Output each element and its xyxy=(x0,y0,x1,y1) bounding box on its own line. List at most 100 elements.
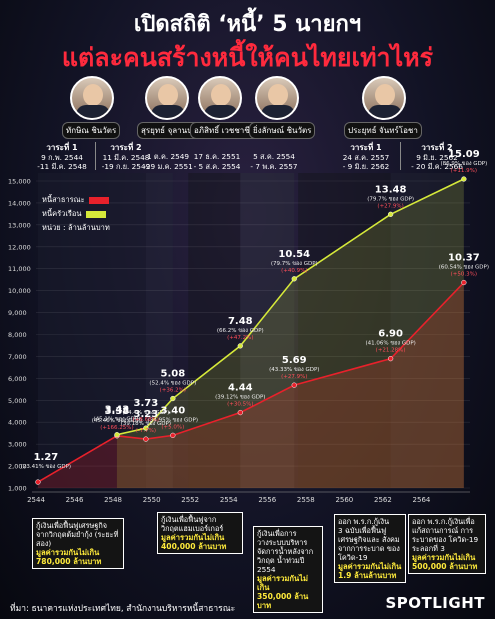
data-label-value: 10.54 xyxy=(278,249,310,260)
portrait-prayut xyxy=(362,76,406,120)
pm-name-abhisit: อภิสิทธิ์ เวชชาชีวะ xyxy=(190,122,263,139)
source-footer: ที่มา: ธนาคารแห่งประเทศไทย, สำนักงานบริห… xyxy=(10,604,236,614)
data-label-change: (-7.7%) xyxy=(136,428,156,434)
data-label-value: 1.27 xyxy=(34,452,59,463)
y-tick-label: 3,000 xyxy=(8,441,27,449)
y-tick-label: 1,000 xyxy=(8,485,27,493)
x-tick-label: 2550 xyxy=(143,496,161,504)
household-debt-point xyxy=(237,343,243,349)
data-label-change: (+27.9%) xyxy=(281,374,307,380)
pm-name-yingluck: ยิ่งลักษณ์ ชินวัตร xyxy=(249,122,316,139)
data-label-change: (+166.25%) xyxy=(100,425,133,431)
y-tick-label: 5,000 xyxy=(8,397,27,405)
data-label-change: (+36.2%) xyxy=(160,388,186,394)
period-abhisit: 17 ธ.ค. 2551- 5 ส.ค. 2554 xyxy=(193,152,241,171)
data-label-gdp: (86.9% ของ GDP) xyxy=(440,161,487,167)
portrait-abhisit xyxy=(198,76,242,120)
title-line-2: แต่ละคนสร้างหนี้ให้คนไทยเท่าไหร่ xyxy=(61,43,434,72)
data-label-value: 6.90 xyxy=(378,329,403,340)
note-loan-2552: กู้เงินเพื่อฟื้นฟูจาก วิกฤตแฮมเบอร์เกอร์ … xyxy=(157,512,243,554)
pm-name-prayut: ประยุทธ์ จันทร์โอชา xyxy=(344,122,422,139)
public-debt-point xyxy=(461,279,467,286)
data-label-gdp: (34.95% ของ GDP) xyxy=(148,417,198,423)
public-debt-point xyxy=(143,436,149,442)
y-tick-label: 13,000 xyxy=(8,221,31,229)
note-loan-2544: กู้เงินเพื่อฟื้นฟูเศรษฐกิจ จากวิกฤตต้มยำก… xyxy=(32,518,124,569)
data-label-gdp: (39.12% ของ GDP) xyxy=(215,395,265,401)
y-tick-label: 11,000 xyxy=(8,265,31,273)
x-tick-label: 2560 xyxy=(335,496,353,504)
public-debt-point xyxy=(35,479,41,485)
legend-public-debt: หนี้สาธารณะ xyxy=(42,194,109,206)
term-band xyxy=(240,173,295,488)
period-divider xyxy=(95,142,96,170)
period-thaksin-2: วาระที่ 2 11 มี.ค. 2548 -19 ก.ย. 2549 xyxy=(101,143,151,171)
data-label-gdp: (52.4% ของ GDP) xyxy=(149,381,196,387)
data-label-change: (+47.2%) xyxy=(227,335,253,341)
note-loan-2555: กู้เงินเพื่อการ วางระบบบริหาร จัดการน้ำหล… xyxy=(253,526,323,613)
data-label-value: 3.73 xyxy=(134,398,159,409)
data-label-change: (+40.9%) xyxy=(281,268,307,274)
legend-household-debt: หนี้ครัวเรือน xyxy=(42,208,106,220)
x-tick-label: 2552 xyxy=(181,496,199,504)
data-label-value: 15.09 xyxy=(448,149,480,160)
x-tick-label: 2562 xyxy=(374,496,392,504)
x-tick-label: 2544 xyxy=(27,496,45,504)
public-debt-point xyxy=(170,432,176,439)
data-label-gdp: (43.33% ของ GDP) xyxy=(269,367,319,373)
y-tick-label: 14,000 xyxy=(8,199,31,207)
x-tick-label: 2556 xyxy=(258,496,276,504)
data-label-value: 4.44 xyxy=(228,383,253,394)
data-label-value: 10.37 xyxy=(448,253,480,264)
data-label-gdp: (60.54% ของ GDP) xyxy=(439,265,489,271)
data-label-change: (+27.9%) xyxy=(377,203,403,209)
portrait-yingluck xyxy=(255,76,299,120)
household-debt-point xyxy=(461,176,467,182)
public-debt-point xyxy=(387,355,394,362)
data-label-gdp: (44.4% ของ GDP) xyxy=(122,410,169,416)
legend-unit: หน่วย : ล้านล้านบาท xyxy=(42,223,110,232)
data-label-gdp: (39.18% ของ GDP) xyxy=(121,421,171,427)
data-label-gdp: (66.2% ของ GDP) xyxy=(217,328,264,334)
y-tick-label: 12,000 xyxy=(8,243,31,251)
legend-swatch-red xyxy=(88,196,109,204)
term-band xyxy=(390,173,464,488)
y-tick-label: 8,000 xyxy=(8,331,27,339)
data-label-value: 3.43 xyxy=(105,405,130,416)
pm-name-surayud: สุรยุทธ์ จุลานนท์ xyxy=(137,122,202,139)
data-label-value: 5.69 xyxy=(282,355,307,366)
period-surayud: 1 ต.ค. 2549 -29 ม.ค. 2551 xyxy=(143,152,193,171)
pm-name-thaksin: ทักษิณ ชินวัตร xyxy=(62,122,121,139)
data-label-value: 3.40 xyxy=(160,405,185,416)
data-label-gdp: (41.06% ของ GDP) xyxy=(365,341,415,347)
y-tick-label: 6,000 xyxy=(8,375,27,383)
household-debt-area xyxy=(116,179,464,488)
data-label-value: 7.48 xyxy=(228,316,253,327)
household-debt-point xyxy=(387,211,394,217)
data-label-value: 3.23 xyxy=(134,409,159,420)
data-label-change: (+21.28%) xyxy=(376,348,406,354)
portrait-surayud xyxy=(145,76,189,120)
public-debt-line xyxy=(37,281,465,483)
x-tick-label: 2554 xyxy=(220,496,238,504)
brand-logo: SPOTLIGHT xyxy=(385,594,485,612)
data-label-change: (+11.9%) xyxy=(451,168,477,174)
x-tick-label: 2558 xyxy=(297,496,315,504)
data-label-gdp: (79.7% ของ GDP) xyxy=(271,261,318,267)
data-label-gdp: (23.41% ของ GDP) xyxy=(21,464,71,470)
x-tick-label: 2546 xyxy=(66,496,84,504)
y-tick-label: 9,000 xyxy=(8,309,27,317)
x-tick-label: 2564 xyxy=(413,496,431,504)
term-band xyxy=(188,173,241,488)
data-label-gdp: (45.1% ของ GDP) xyxy=(94,417,141,423)
y-tick-label: 15,000 xyxy=(8,178,31,186)
title-line-1: เปิดสถิติ ‘หนี้’ 5 นายกฯ xyxy=(133,12,362,37)
period-yingluck: 5 ส.ค. 2554- 7 พ.ค. 2557 xyxy=(250,152,298,171)
y-tick-label: 2,000 xyxy=(8,463,27,471)
term-band xyxy=(37,173,146,488)
household-debt-point xyxy=(170,395,176,402)
portrait-thaksin xyxy=(70,76,114,120)
